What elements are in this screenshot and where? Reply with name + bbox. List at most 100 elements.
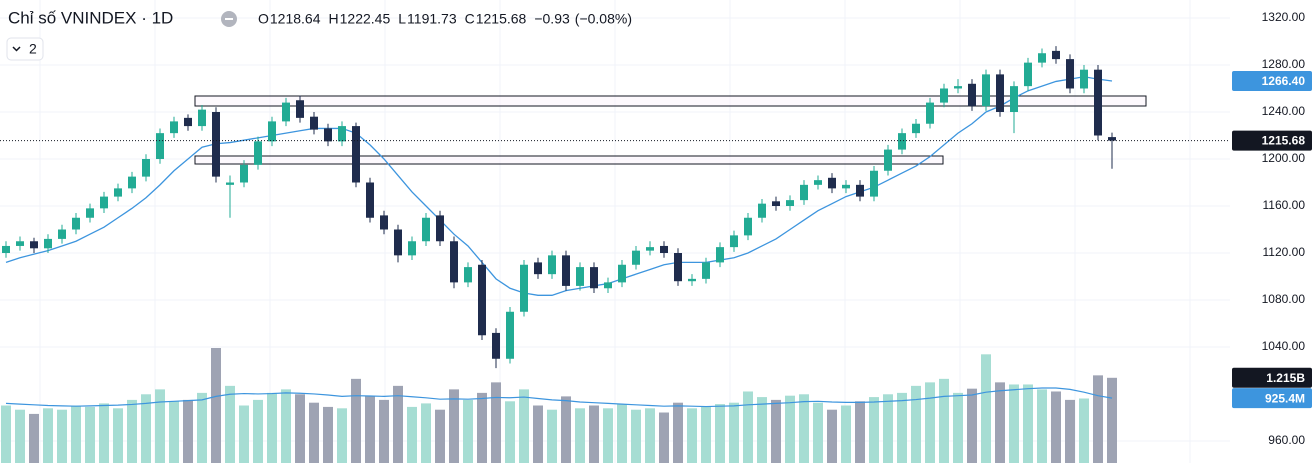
volume-bar: [421, 403, 431, 463]
candle-body: [842, 184, 850, 189]
candle-body: [590, 267, 598, 289]
indicators-button[interactable]: [6, 37, 44, 61]
candle-body: [128, 176, 136, 189]
volume-bar: [71, 405, 81, 463]
candle-body: [338, 126, 346, 142]
candle-body: [646, 247, 654, 251]
chevron: [12, 46, 21, 52]
y-tick-label: 1280.00: [1262, 57, 1306, 71]
volume-bar: [99, 403, 109, 463]
legend-label: C: [465, 11, 475, 27]
volume-bar: [211, 348, 221, 463]
volume-bar: [953, 392, 963, 463]
volume-bar: [29, 413, 39, 463]
volume-bar: [505, 401, 515, 463]
volume-bar: [981, 354, 991, 463]
change: −0.93: [534, 11, 570, 27]
volume-bar: [1037, 389, 1047, 463]
volume-bar: [939, 378, 949, 463]
candle-body: [660, 245, 668, 254]
legend-value: 1218.64: [270, 11, 321, 27]
volume-bar: [435, 409, 445, 463]
y-tick-label: 960.00: [1268, 433, 1305, 447]
candle-body: [1080, 69, 1088, 89]
header: Chỉ số VNINDEX · 1D 2 O 1218.64 H 1222.45 L 1…: [6, 8, 632, 61]
candle-body: [772, 201, 780, 206]
candle-body: [394, 229, 402, 256]
price-axis: 960.00 1040.00 1080.00 1120.00 1160.00 1200.0…: [1230, 0, 1316, 463]
y-tick-label: 1240.00: [1262, 104, 1306, 118]
volume-bar: [911, 385, 921, 463]
candle-body: [240, 164, 248, 183]
volume-bar: [1107, 377, 1117, 463]
volume-bar: [155, 389, 165, 463]
volume-bar: [1, 405, 11, 463]
price-tag: 1215.68: [1262, 134, 1306, 148]
candle-body: [814, 180, 822, 185]
candle-body: [142, 158, 150, 177]
candle-body: [940, 88, 948, 103]
volume-bar: [43, 408, 53, 463]
candle-body: [786, 200, 794, 206]
volume-bar: [995, 382, 1005, 463]
volume-bar: [855, 401, 865, 463]
volume-bar: [337, 408, 347, 463]
y-tick-label: 1040.00: [1262, 339, 1306, 353]
volume-bar: [827, 409, 837, 463]
y-tick-label: 1160.00: [1263, 198, 1306, 212]
legend-value: 1222.45: [340, 11, 391, 27]
volume-bar: [617, 404, 627, 463]
volume-bar: [239, 405, 249, 463]
candle-body: [604, 282, 612, 289]
volume-bar: [281, 389, 291, 463]
candle-body: [562, 255, 570, 286]
volume-bar: [1079, 398, 1089, 463]
candle-body: [1024, 62, 1032, 87]
volume-bar: [561, 396, 571, 463]
volume-bar: [1051, 391, 1061, 463]
volume-ma-line: [5, 387, 1113, 408]
volume-bar: [85, 406, 95, 463]
volume-bar: [659, 412, 669, 463]
volume-bar: [113, 408, 123, 463]
ma-tag: 1266.40: [1262, 74, 1306, 88]
volume-bar: [841, 405, 851, 463]
volume-tag: 1.215B: [1266, 371, 1305, 385]
legend-label: H: [329, 11, 339, 27]
candle-body: [310, 116, 318, 130]
volume-bar: [771, 399, 781, 463]
volume-bar: [813, 402, 823, 463]
candle-body: [870, 170, 878, 197]
candle-body: [268, 121, 276, 142]
volume-bar: [225, 385, 235, 463]
candle-body: [492, 332, 500, 359]
volume-bar: [351, 378, 361, 463]
volume-bar: [141, 394, 151, 463]
volume-tag-bg: [1232, 367, 1312, 388]
volume-bar: [463, 399, 473, 463]
volume-bar: [729, 402, 739, 463]
candle-body: [464, 267, 472, 283]
candle-body: [982, 74, 990, 107]
candle-body: [170, 121, 178, 134]
candle-body: [226, 182, 234, 185]
volume-bar: [365, 396, 375, 463]
volume-bar: [267, 392, 277, 463]
candle-body: [422, 217, 430, 242]
volume-bar: [743, 391, 753, 463]
candle-body: [1052, 50, 1060, 60]
candle-body: [1094, 69, 1102, 136]
volume-bar: [127, 399, 137, 463]
candle-body: [730, 235, 738, 248]
volume-bar: [323, 406, 333, 463]
candle-body: [716, 247, 724, 263]
y-tick-label: 1120.00: [1263, 245, 1306, 259]
indicators-count: 2: [29, 41, 37, 57]
candle-body: [758, 203, 766, 218]
y-tick-label: 1200.00: [1262, 151, 1306, 165]
candle-body: [30, 241, 38, 249]
candle-body: [968, 83, 976, 107]
candle-body: [548, 255, 556, 275]
volume-bar: [673, 402, 683, 463]
